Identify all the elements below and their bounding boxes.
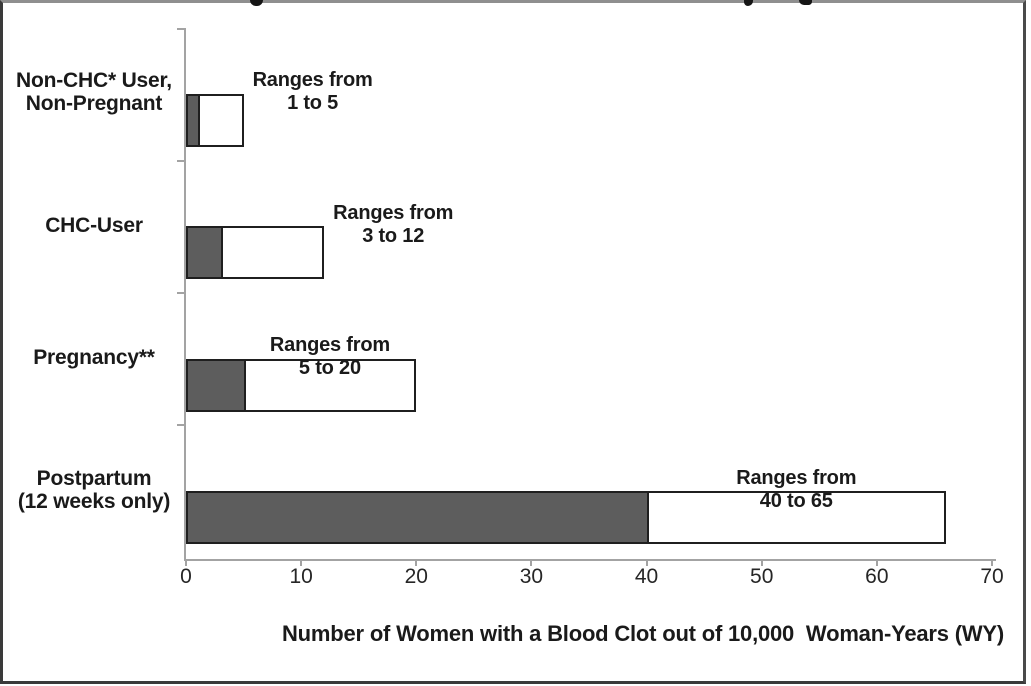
category-line: Non-Pregnant (25, 92, 163, 115)
range-annotation: Ranges from 3 to 12 (333, 201, 453, 249)
x-tick-label: 0 (180, 565, 192, 588)
category-label-pregnancy: Pregnancy** (8, 333, 180, 381)
bar-segment-low-estimate (186, 226, 221, 279)
x-axis-title: Number of Women with a Blood Clot out of… (281, 621, 1005, 646)
category-label-chc-user: CHC-User (8, 201, 180, 249)
bar-non-chc-user (186, 94, 244, 147)
x-axis-line (184, 559, 996, 561)
cutoff-title-fragment (744, 0, 753, 6)
x-axis-tick (185, 559, 187, 566)
x-tick-label: 10 (289, 565, 313, 588)
x-axis-tick (645, 559, 648, 566)
x-axis-tick (415, 559, 418, 566)
bar-postpartum (186, 491, 946, 544)
category-line: (12 weeks only) (17, 490, 171, 513)
range-annotation-line: Ranges from (333, 202, 454, 224)
range-annotation-line: Ranges from (269, 334, 390, 356)
category-label-non-chc-user: Non-CHC* User, Non-Pregnant (8, 68, 180, 116)
range-annotation: Ranges from 40 to 65 (736, 466, 856, 514)
category-label-postpartum: Postpartum (12 weeks only) (8, 466, 180, 514)
plot-area (177, 28, 996, 566)
x-axis-tick (530, 559, 533, 566)
bar-segment-range (243, 359, 417, 412)
category-line: CHC-User (45, 213, 143, 237)
range-annotation-line: 1 to 5 (287, 92, 339, 114)
x-tick-label: 50 (750, 565, 774, 588)
bar-segment-range (646, 491, 946, 544)
category-line: Non-CHC* User, (16, 69, 172, 92)
cutoff-title-fragment (799, 0, 812, 5)
x-tick-label: 40 (634, 565, 659, 588)
range-annotation: Ranges from 5 to 20 (270, 333, 390, 381)
category-line: Pregnancy** (33, 345, 155, 369)
bar-segment-low-estimate (186, 94, 198, 147)
x-tick-label: 30 (519, 565, 544, 588)
category-line: Postpartum (36, 467, 152, 490)
bar-chc-user (186, 226, 325, 279)
bar-segment-low-estimate (186, 491, 647, 544)
x-axis-tick (300, 559, 303, 566)
cutoff-title-fragment (250, 0, 263, 6)
x-axis-tick (991, 559, 993, 566)
x-axis-tick (760, 559, 763, 566)
y-axis-boundary-tick (177, 28, 186, 30)
bar-segment-range (197, 94, 244, 147)
range-annotation-line: Ranges from (736, 467, 857, 489)
bar-segment-range (220, 226, 325, 279)
bar-pregnancy (186, 359, 417, 412)
x-tick-label: 60 (865, 565, 889, 588)
range-annotation: Ranges from 1 to 5 (253, 68, 373, 116)
bar-segment-low-estimate (186, 359, 244, 412)
x-tick-label: 70 (980, 565, 1004, 588)
y-axis-boundary-tick (177, 424, 186, 426)
range-annotation-line: Ranges from (252, 69, 373, 91)
x-axis-tick (875, 559, 878, 566)
y-axis-boundary-tick (177, 160, 186, 162)
range-annotation-line: 40 to 65 (759, 490, 833, 512)
range-annotation-line: 3 to 12 (362, 225, 425, 247)
range-annotation-line: 5 to 20 (298, 357, 361, 379)
y-axis-boundary-tick (177, 292, 186, 294)
x-tick-label: 20 (404, 565, 428, 588)
